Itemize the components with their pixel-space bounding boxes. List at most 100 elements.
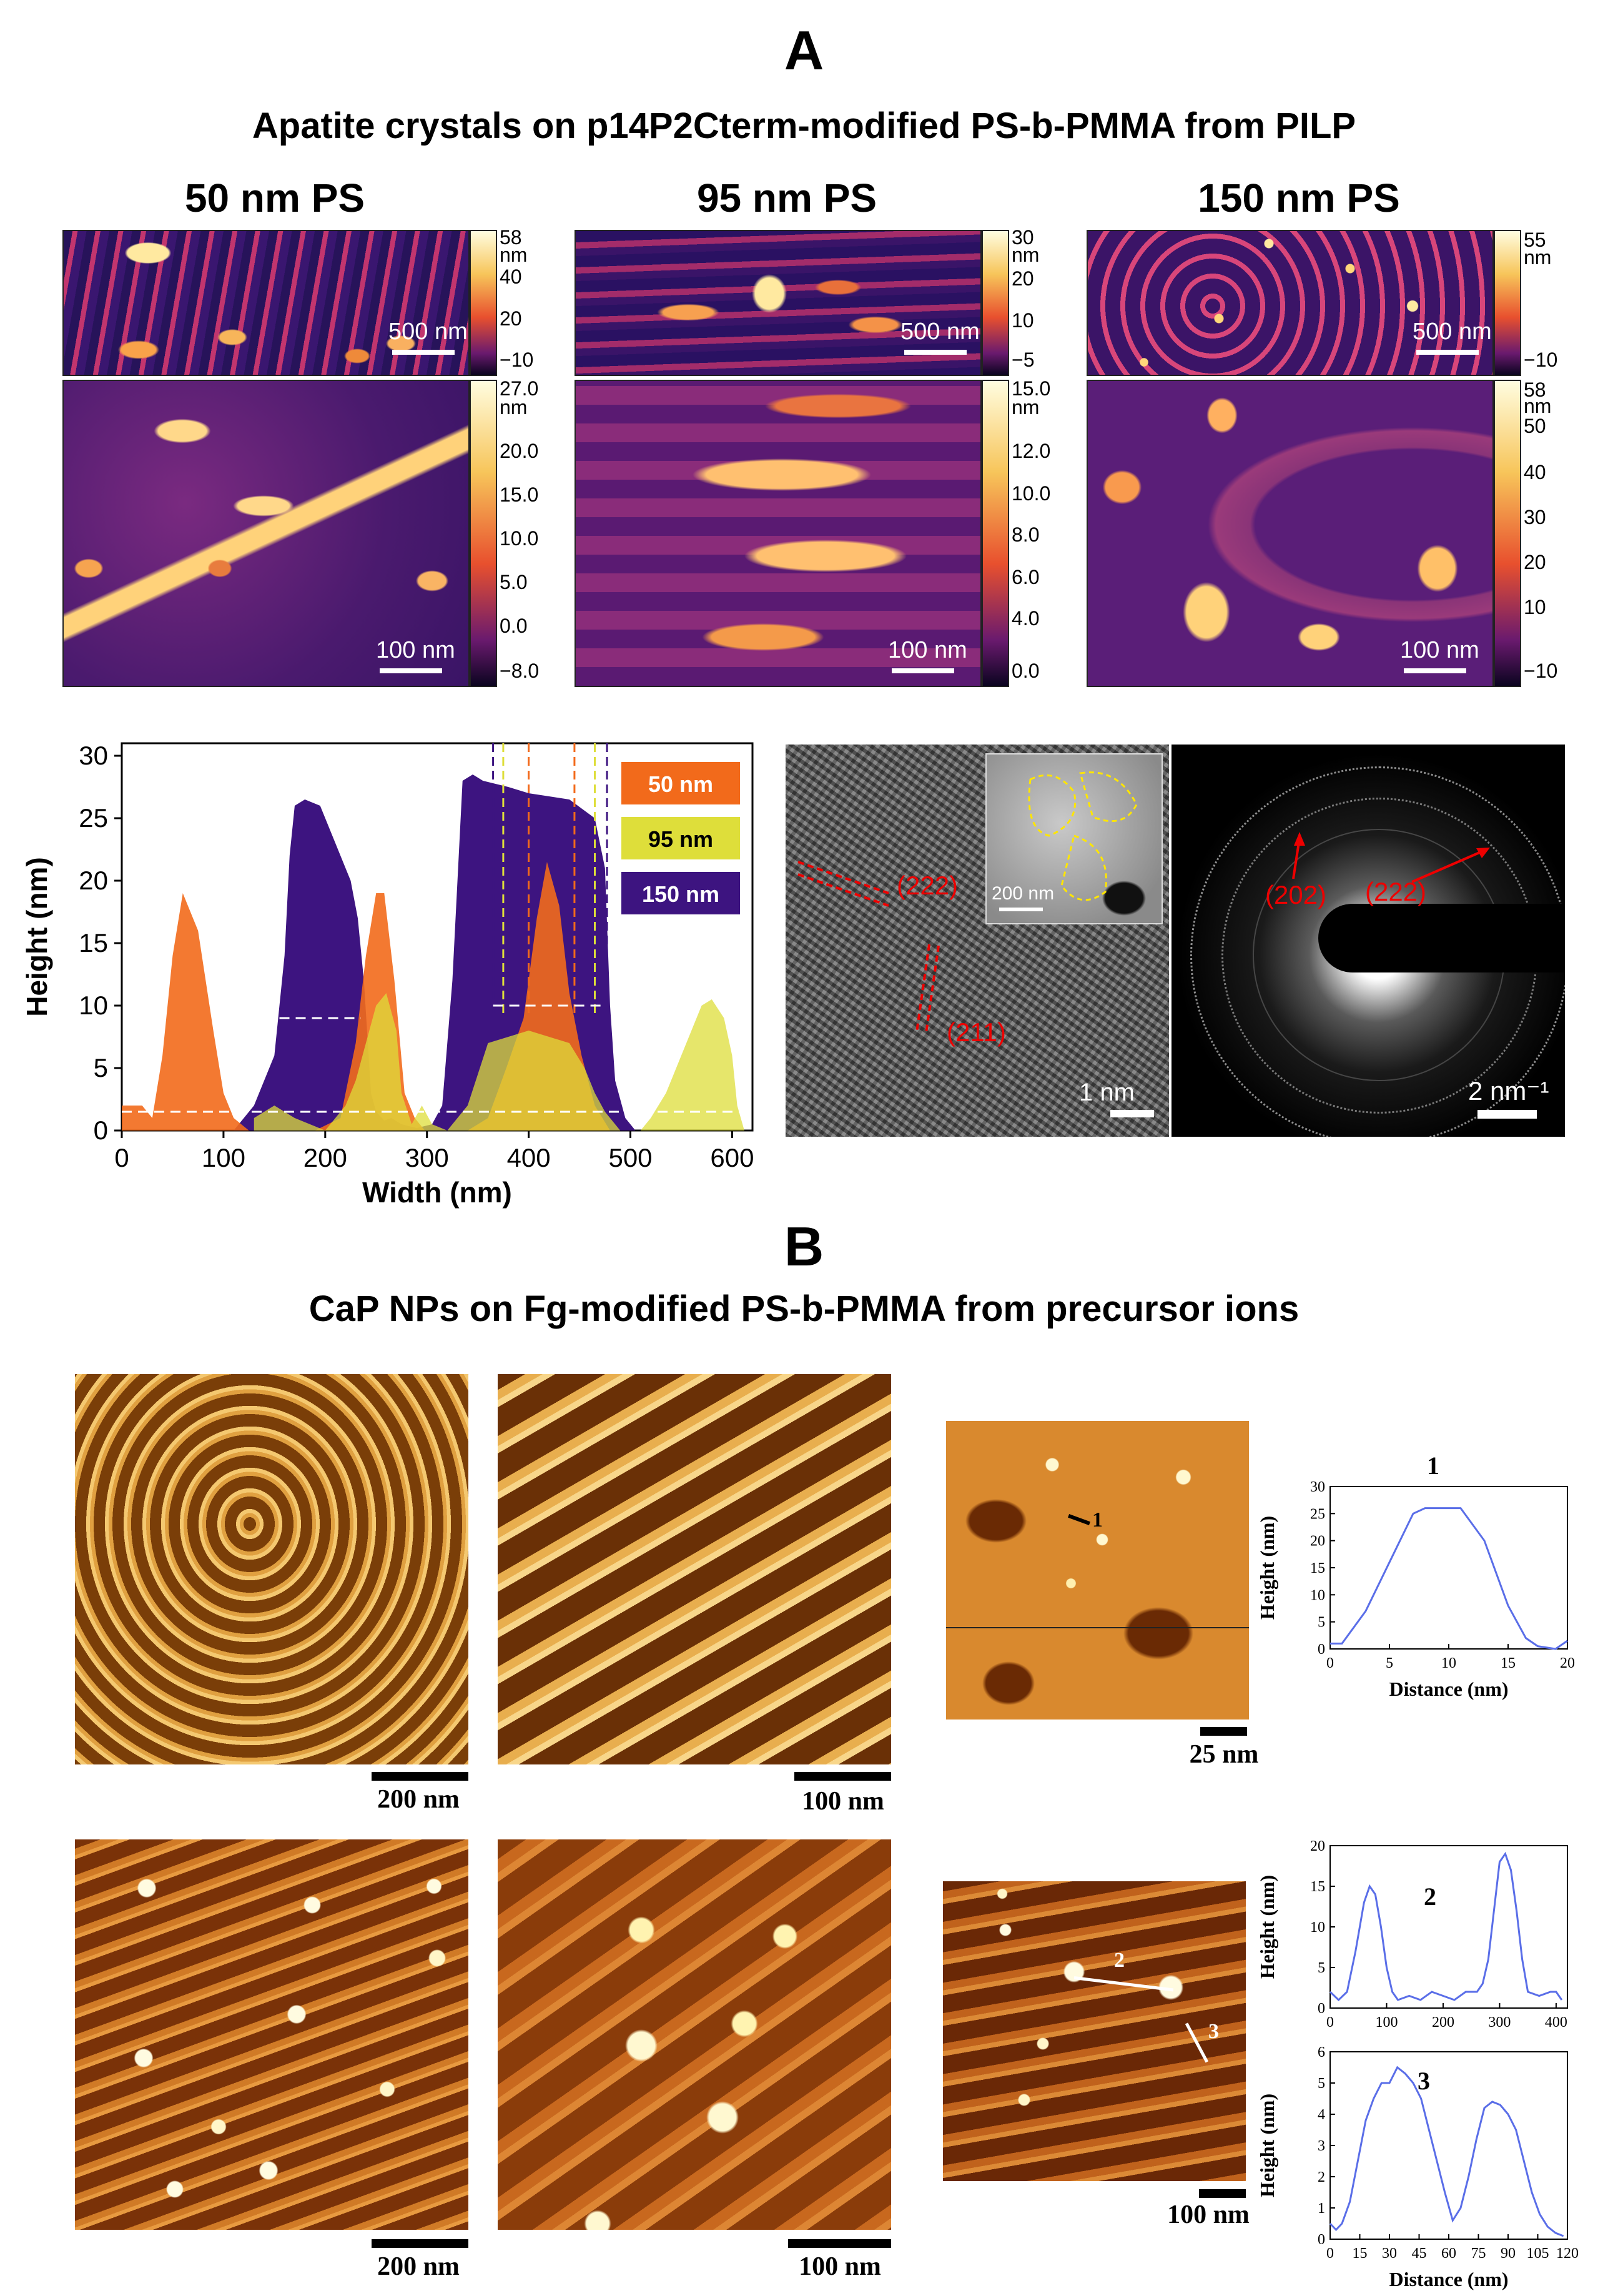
scale-bar	[892, 668, 954, 673]
scale-label: 100 nm	[376, 637, 455, 663]
cbar-tick: 12.0	[1012, 440, 1051, 462]
x-tick-label: 200	[1432, 2014, 1454, 2031]
x-tick-label: 20	[1560, 1655, 1575, 1671]
area-series-50-nm	[122, 862, 610, 1131]
plot2-axes: 0 100 200 300 400 0 5 10 15 20	[1310, 1838, 1567, 2031]
y-tick-label: 0	[1318, 1641, 1325, 1658]
cbar-tick: −10	[500, 349, 534, 371]
colorbar-top-50	[470, 230, 497, 376]
panel-a-title: Apatite crystals on p14P2Cterm-modified …	[252, 106, 1356, 146]
cbar-unit: nm	[1524, 395, 1552, 417]
cbar-tick: 30	[1012, 226, 1034, 249]
scale-bar	[372, 1772, 468, 1781]
scale-label: 500 nm	[900, 319, 980, 345]
y-tick-label: 15	[1310, 1879, 1325, 1895]
x-tick-label: 60	[1441, 2245, 1456, 2262]
scale-label: 200 nm	[377, 1785, 460, 1814]
area-series-95-nm	[254, 993, 744, 1131]
scale-label: 100 nm	[1167, 2200, 1250, 2229]
x-tick-label: 15	[1353, 2245, 1368, 2262]
afm-b-overview-fg	[75, 1374, 468, 1764]
y-tick-label: 10	[79, 991, 108, 1020]
y-tick-label: 0	[1318, 2232, 1325, 2248]
cbar-tick: −8.0	[500, 660, 540, 682]
cbar-tick: 10.0	[1012, 482, 1051, 505]
panel-a-letter: A	[784, 19, 824, 81]
hrtem-image: 200 nm (222) (211) 1 nm	[786, 745, 1169, 1137]
scale-label: 100 nm	[802, 1787, 884, 1816]
profile-axes: 0 100 200 300 400 500 600 0 5 10 15 20 25 30	[79, 741, 754, 1172]
legend-label-150: 150 nm	[642, 881, 719, 907]
lattice-line	[797, 861, 889, 894]
cbar-unit: nm	[1012, 396, 1040, 418]
x-tick-label: 300	[405, 1143, 449, 1172]
cbar-tick: −5	[1012, 349, 1035, 371]
hrtem-scale-label: 1 nm	[1079, 1079, 1135, 1106]
y-tick-label: 25	[79, 803, 108, 833]
cbar-tick: −10	[1524, 660, 1558, 682]
col-title-95: 95 nm PS	[696, 176, 877, 220]
cbar-unit: nm	[500, 396, 528, 418]
y-tick-label: 10	[1310, 1919, 1325, 1936]
colorbar-top-95	[982, 230, 1009, 376]
legend-label-95: 95 nm	[648, 826, 713, 852]
afm-top-50nm: 500 nm	[62, 230, 470, 376]
grain-outline	[1028, 774, 1077, 837]
x-tick-label: 90	[1501, 2245, 1516, 2262]
scale-label: 100 nm	[1400, 637, 1479, 663]
y-tick-label: 15	[79, 928, 108, 957]
cbar-tick: 15.0	[500, 483, 539, 506]
x-tick-label: 300	[1488, 2014, 1511, 2031]
scale-label: 500 nm	[1413, 319, 1492, 345]
afm-b-zoom-nps	[498, 1839, 891, 2230]
cbar-tick: 8.0	[1012, 523, 1040, 546]
cbar-unit: nm	[1524, 246, 1552, 269]
cbar-tick: 10	[1012, 309, 1034, 332]
scan-line	[946, 1627, 1249, 1628]
saed-ring	[1190, 766, 1565, 1137]
profile-plot-2: 2 0 100 200 300 400 0 5 10 15 20 Height (nm)	[1256, 1838, 1568, 2031]
y-tick-label: 6	[1318, 2044, 1325, 2061]
afm-bottom-150nm: 100 nm	[1087, 380, 1494, 687]
y-tick-label: 5	[1318, 1615, 1325, 1631]
saed-scale-bar	[1477, 1110, 1537, 1119]
plot2-line	[1329, 1851, 1563, 2002]
plot3-frame	[1329, 2051, 1568, 2240]
profile-marker-1: 1	[1092, 1508, 1103, 1531]
cbar-tick: 40	[500, 265, 522, 288]
scale-bar	[1200, 1727, 1247, 1736]
legend-swatch-150	[621, 872, 740, 914]
saed-arrowhead	[1294, 832, 1305, 846]
cbar-tick: 10	[1524, 596, 1546, 618]
cbar-tick: 5.0	[500, 571, 528, 593]
x-axis-label: Width (nm)	[362, 1176, 512, 1209]
cbar-tick: 58	[500, 226, 522, 249]
saed-annotations: (202) (222)	[1265, 832, 1490, 909]
y-tick-label: 10	[1310, 1587, 1325, 1603]
scale-label: 200 nm	[377, 2252, 460, 2281]
y-axis-label: Height (nm)	[21, 857, 53, 1017]
y-tick-label: 1	[1318, 2200, 1325, 2217]
cbar-tick: −10	[1524, 349, 1558, 371]
hrtem-label-222: (222)	[897, 871, 958, 900]
plot3-ylabel: Height (nm)	[1256, 2094, 1278, 2197]
legend-label-50: 50 nm	[648, 771, 713, 797]
y-tick-label: 30	[79, 741, 108, 770]
cbar-tick: 10.0	[500, 527, 539, 550]
colorbar-bottom-150	[1494, 380, 1521, 687]
afm-bottom-50nm: 100 nm	[62, 380, 470, 687]
y-tick-label: 25	[1310, 1506, 1325, 1522]
x-tick-label: 400	[1545, 2014, 1567, 2031]
cbar-tick: 50	[1524, 415, 1546, 437]
scale-bar	[372, 2239, 468, 2248]
profile-marker-line	[1068, 1514, 1090, 1525]
x-tick-label: 400	[507, 1143, 551, 1172]
y-tick-label: 20	[1310, 1533, 1325, 1550]
plot3-xlabel: Distance (nm)	[1389, 2268, 1508, 2290]
cbar-unit: nm	[500, 244, 528, 266]
cbar-tick: 20	[1012, 267, 1034, 290]
legend: 50 nm 95 nm 150 nm	[621, 762, 740, 914]
inset-outlines	[1028, 771, 1138, 901]
profile-marker-line-2	[1073, 1976, 1174, 1992]
